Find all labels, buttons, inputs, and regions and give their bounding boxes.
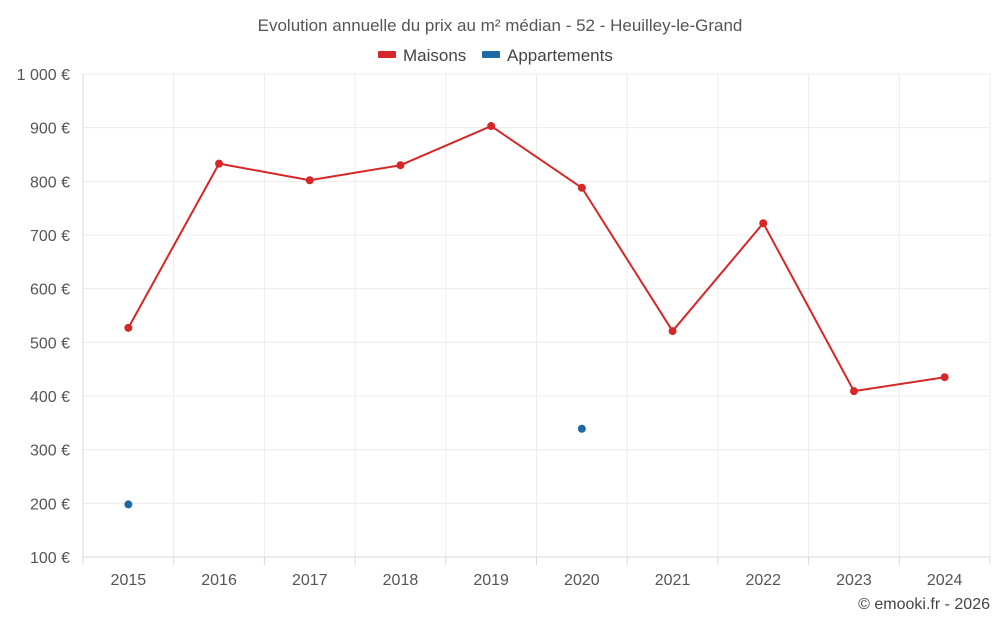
axes: [82, 74, 991, 565]
y-tick-label: 600 €: [30, 282, 70, 299]
x-tick-label: 2019: [473, 572, 509, 589]
data-point-maisons-2020[interactable]: [577, 183, 586, 192]
data-point-appartements-2015[interactable]: [124, 500, 133, 509]
data-point-maisons-2019[interactable]: [487, 122, 496, 131]
y-tick-label: 400 €: [30, 389, 70, 406]
data-point-maisons-2015[interactable]: [124, 323, 133, 332]
x-tick-label: 2022: [745, 572, 781, 589]
x-tick-label: 2017: [292, 572, 328, 589]
x-tick-label: 2018: [383, 572, 419, 589]
credit-text: © emooki.fr - 2026: [858, 596, 990, 613]
data-point-maisons-2016[interactable]: [215, 159, 224, 168]
legend: Maisons Appartements: [378, 46, 613, 65]
legend-label-maisons: Maisons: [403, 46, 466, 65]
y-axis-labels: 100 € 200 € 300 € 400 € 500 € 600 € 700 € 800 €…: [17, 67, 70, 567]
x-tick-label: 2023: [836, 572, 872, 589]
data-point-maisons-2022[interactable]: [759, 219, 768, 228]
data-point-maisons-2023[interactable]: [849, 387, 858, 396]
series-maisons: [124, 122, 949, 396]
legend-label-appartements: Appartements: [507, 46, 613, 65]
y-tick-label: 200 €: [30, 496, 70, 513]
y-tick-label: 100 €: [30, 550, 70, 567]
y-tick-label: 500 €: [30, 335, 70, 352]
chart-title: Evolution annuelle du prix au m² médian …: [258, 16, 743, 35]
series-line-maisons: [127, 125, 945, 393]
x-tick-label: 2015: [111, 572, 147, 589]
legend-swatch-appartements: [482, 51, 500, 58]
x-tick-label: 2020: [564, 572, 600, 589]
legend-swatch-maisons: [378, 51, 396, 58]
y-tick-label: 800 €: [30, 174, 70, 191]
grid: [83, 73, 991, 557]
x-tick-label: 2021: [655, 572, 691, 589]
data-point-maisons-2021[interactable]: [668, 327, 677, 336]
data-point-maisons-2018[interactable]: [396, 161, 405, 170]
data-point-maisons-2017[interactable]: [305, 176, 314, 185]
legend-item-appartements[interactable]: Appartements: [482, 46, 613, 65]
y-tick-label: 300 €: [30, 443, 70, 460]
x-axis-labels: 2015 2016 2017 2018 2019 2020 2021 2022 2023 2024: [111, 572, 963, 589]
x-tick-label: 2024: [927, 572, 963, 589]
series-appartements: [124, 424, 586, 509]
y-tick-label: 1 000 €: [17, 67, 70, 84]
data-point-maisons-2024[interactable]: [940, 373, 949, 382]
series: [124, 122, 949, 509]
y-tick-label: 700 €: [30, 228, 70, 245]
data-point-appartements-2020[interactable]: [577, 424, 586, 433]
x-tick-label: 2016: [201, 572, 237, 589]
legend-item-maisons[interactable]: Maisons: [378, 46, 466, 65]
y-tick-label: 900 €: [30, 121, 70, 138]
